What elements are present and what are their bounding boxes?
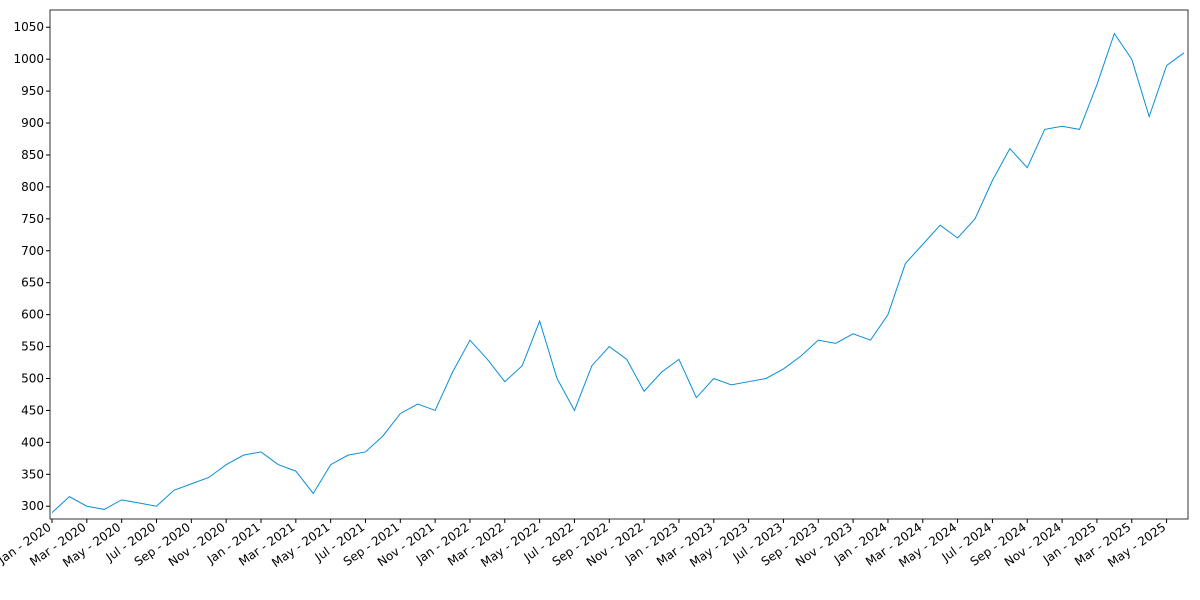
y-tick-label: 600 (21, 308, 44, 322)
y-tick-label: 900 (21, 116, 44, 130)
price-line (51, 32, 1185, 513)
y-tick-label: 1000 (13, 52, 44, 66)
y-tick-label: 450 (21, 403, 44, 417)
y-tick-label: 350 (21, 467, 44, 481)
y-tick-label: 950 (21, 84, 44, 98)
y-tick-label: 500 (21, 371, 44, 385)
plot-frame (49, 9, 1189, 520)
y-tick-label: 700 (21, 244, 44, 258)
y-tick-label: 800 (21, 180, 44, 194)
y-tick-label: 750 (21, 212, 44, 226)
y-tick-label: 650 (21, 276, 44, 290)
y-tick-label: 550 (21, 340, 44, 354)
y-tick-label: 400 (21, 435, 44, 449)
y-tick-label: 300 (21, 499, 44, 513)
y-tick-label: 1050 (13, 20, 44, 34)
y-tick-label: 850 (21, 148, 44, 162)
